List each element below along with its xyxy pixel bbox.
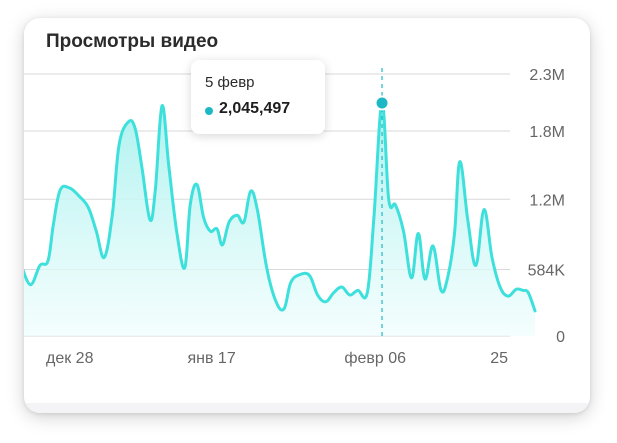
y-tick-label: 1.2M	[529, 192, 565, 209]
y-tick-label: 1.8M	[529, 124, 565, 141]
hover-point-marker[interactable]	[374, 95, 390, 111]
x-tick-label: дек 28	[46, 350, 94, 367]
tooltip-value: 2,045,497	[219, 100, 291, 117]
tooltip-date: 5 февр	[205, 74, 255, 91]
x-tick-label: 25	[490, 350, 508, 367]
video-views-card: Просмотры видео 2.3M 1.8M 1.2M 584K 0 дек 28…	[24, 18, 590, 413]
y-tick-label: 0	[556, 329, 565, 346]
card-footer-strip	[24, 403, 590, 413]
views-chart[interactable]: 2.3M 1.8M 1.2M 584K 0 дек 28 янв 17 февр 06 25	[24, 18, 590, 413]
tooltip-series-dot	[205, 107, 213, 115]
y-tick-label: 2.3M	[529, 67, 565, 84]
x-tick-label: янв 17	[187, 350, 235, 367]
card-title: Просмотры видео	[46, 31, 219, 52]
y-tick-label: 584K	[528, 262, 566, 279]
views-area-fill	[24, 102, 535, 336]
views-series-line	[24, 101, 537, 313]
x-tick-label: февр 06	[344, 350, 406, 367]
chart-tooltip: 5 февр 2,045,497	[191, 60, 325, 134]
x-axis-ticks: дек 28 янв 17 февр 06 25	[46, 350, 508, 367]
y-axis-ticks: 2.3M 1.8M 1.2M 584K 0	[528, 67, 566, 346]
